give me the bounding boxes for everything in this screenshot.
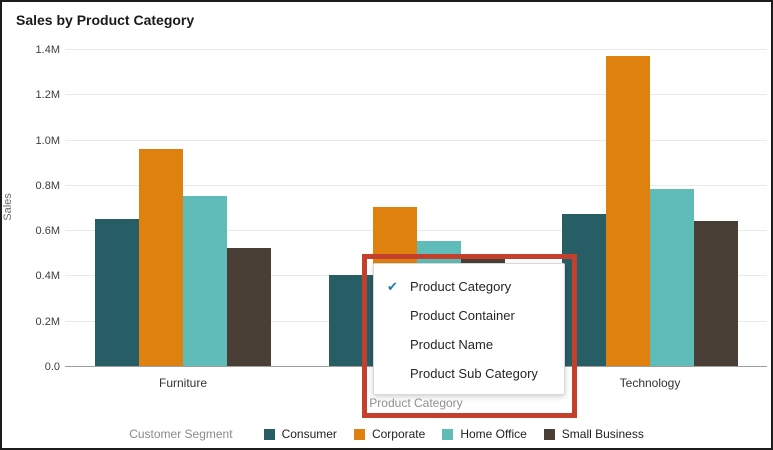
- dropdown-item-product-sub-category[interactable]: Product Sub Category: [374, 359, 564, 388]
- y-axis-tick-label: 1.2M: [35, 89, 60, 101]
- y-axis-tick-label: 0.6M: [35, 225, 60, 237]
- legend-item-small-business[interactable]: Small Business: [543, 427, 644, 441]
- check-icon: ✔: [387, 279, 398, 294]
- gridline: [65, 185, 767, 186]
- dropdown-item-label: Product Category: [410, 279, 512, 294]
- legend-swatch: [442, 428, 454, 440]
- legend-swatch: [543, 428, 555, 440]
- legend-title: Customer Segment: [129, 427, 233, 441]
- legend-label: Corporate: [371, 427, 426, 441]
- bar-small-business[interactable]: [227, 248, 271, 366]
- bar-consumer[interactable]: [95, 219, 139, 366]
- bar-home-office[interactable]: [183, 196, 227, 366]
- bar-corporate[interactable]: [606, 56, 650, 366]
- y-axis-tick-label: 1.4M: [35, 44, 60, 56]
- y-axis-tick-label: 0.2M: [35, 316, 60, 328]
- bar-small-business[interactable]: [694, 221, 738, 366]
- bar-consumer[interactable]: [562, 214, 606, 366]
- gridline: [65, 49, 767, 50]
- dropdown-item-product-category[interactable]: ✔ Product Category: [374, 272, 564, 301]
- y-axis-tick-label: 0.8M: [35, 180, 60, 192]
- gridline: [65, 94, 767, 95]
- bar-corporate[interactable]: [139, 149, 183, 366]
- dropdown-item-label: Product Name: [410, 337, 494, 352]
- y-axis-tick-label: 0.4M: [35, 270, 60, 282]
- legend-swatch: [353, 428, 365, 440]
- dropdown-item-label: Product Sub Category: [410, 366, 538, 381]
- dimension-dropdown-menu: ✔ Product Category Product Container Produc…: [373, 263, 565, 395]
- legend-item-consumer[interactable]: Consumer: [263, 427, 337, 441]
- legend-label: Home Office: [460, 427, 527, 441]
- bar-group: [562, 50, 738, 366]
- legend-swatch: [263, 428, 275, 440]
- legend-label: Consumer: [281, 427, 337, 441]
- x-category-label: Technology: [619, 376, 681, 390]
- x-axis-field-label[interactable]: Product Category: [369, 396, 463, 410]
- y-axis-tick-label: 0.0: [44, 361, 60, 373]
- dropdown-item-product-container[interactable]: Product Container: [374, 301, 564, 330]
- x-category-label: Furniture: [158, 376, 208, 390]
- chart-title: Sales by Product Category: [16, 12, 195, 28]
- legend: Customer Segment Consumer Corporate Home O…: [2, 427, 771, 441]
- bar-consumer[interactable]: [329, 275, 373, 366]
- dropdown-item-product-name[interactable]: Product Name: [374, 330, 564, 359]
- bar-home-office[interactable]: [650, 189, 694, 366]
- dropdown-item-label: Product Container: [410, 308, 515, 323]
- legend-item-home-office[interactable]: Home Office: [442, 427, 527, 441]
- legend-label: Small Business: [561, 427, 644, 441]
- gridline: [65, 140, 767, 141]
- y-axis-tick-label: 1.0M: [35, 135, 60, 147]
- bar-group: [95, 50, 271, 366]
- legend-item-corporate[interactable]: Corporate: [353, 427, 426, 441]
